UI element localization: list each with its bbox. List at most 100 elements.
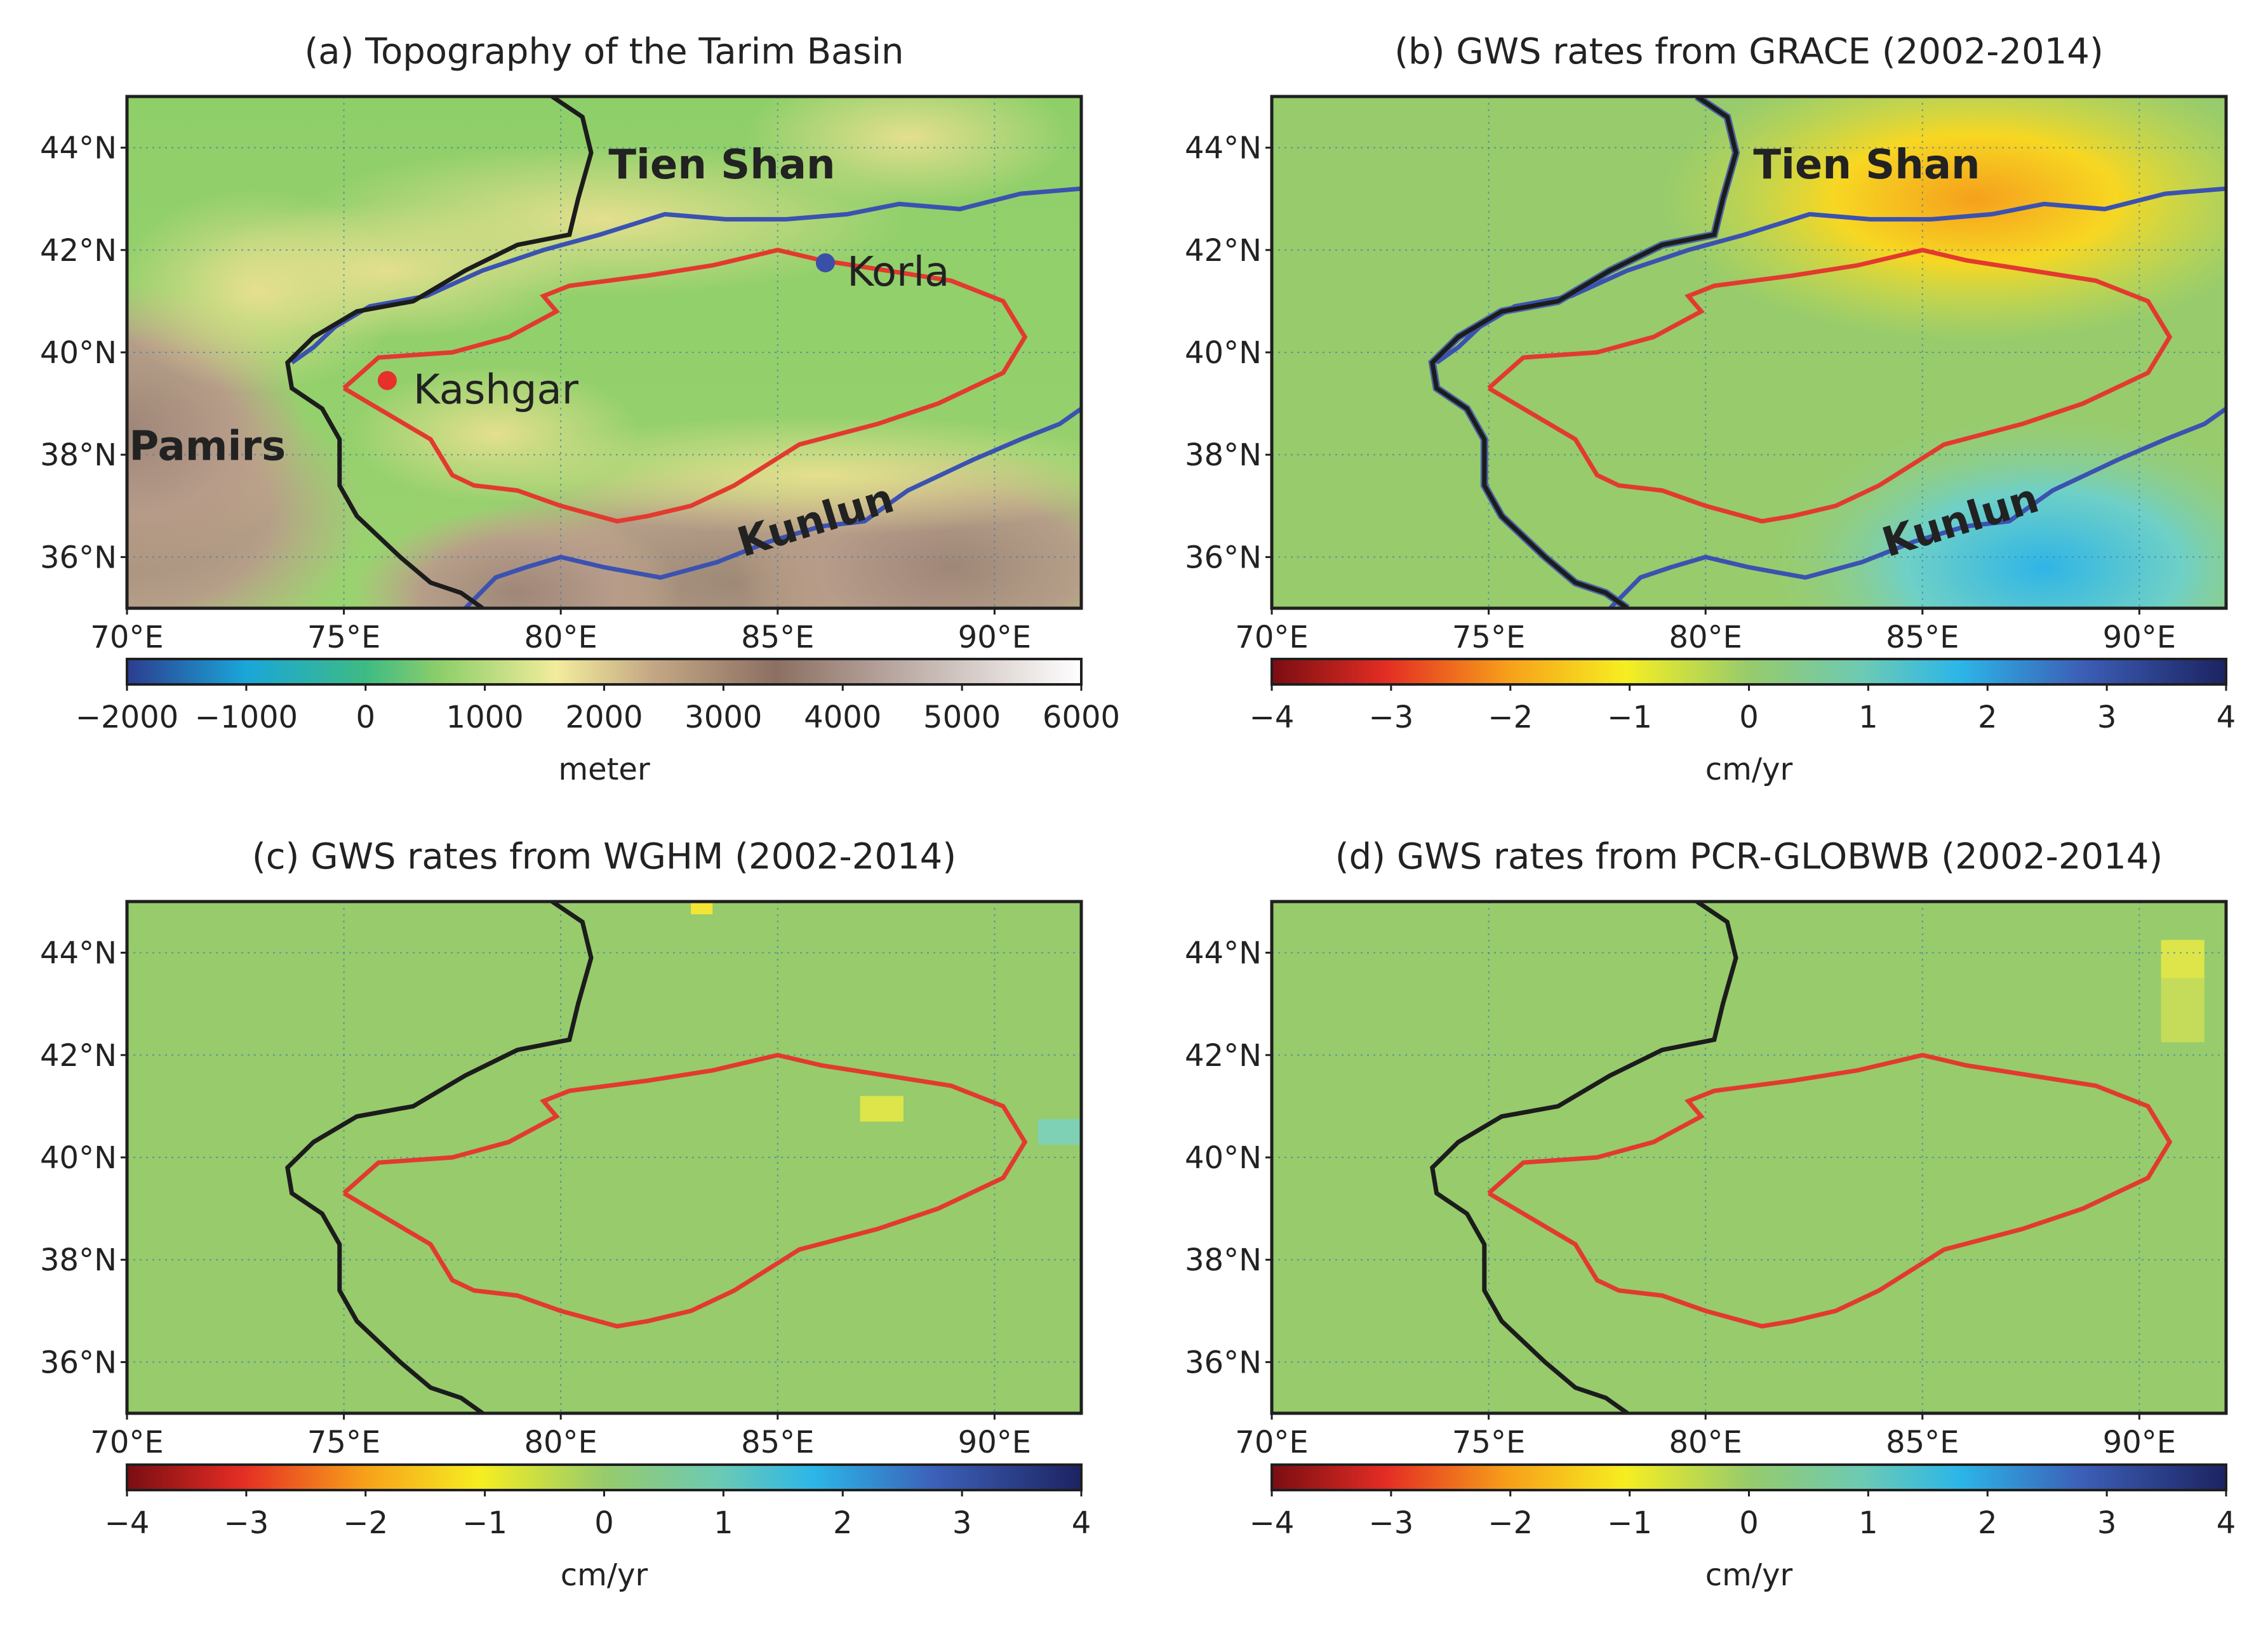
colorbar-tick-label: −4	[1250, 700, 1295, 735]
relief-shade	[350, 366, 641, 503]
colorbar-tick-label: −4	[1250, 1505, 1295, 1541]
lon-tick-label: 70°E	[90, 1425, 163, 1460]
relief-shade	[354, 507, 680, 608]
lat-tick-label: 44°N	[1185, 131, 1262, 166]
lat-tick-label: 38°N	[40, 1242, 117, 1278]
lon-tick-label: 80°E	[524, 1425, 597, 1460]
country-border	[285, 97, 594, 608]
colorbar-tick-label: 1	[1858, 700, 1878, 735]
panel-title: (c) GWS rates from WGHM (2002-2014)	[252, 836, 956, 877]
colorbar-unit: cm/yr	[1705, 752, 1793, 787]
lon-tick-label: 70°E	[1235, 620, 1308, 655]
lat-tick-label: 38°N	[1185, 1242, 1262, 1278]
lon-tick-label: 90°E	[958, 1425, 1031, 1460]
kashgar-label: Kashgar	[413, 367, 579, 414]
relief-shade	[127, 189, 402, 394]
panel-title: (a) Topography of the Tarim Basin	[304, 31, 904, 72]
lon-tick-label: 80°E	[1669, 620, 1742, 655]
relief-shade	[745, 97, 1071, 206]
colorbar-tick-label: 1000	[446, 700, 524, 735]
city-marker-korla	[815, 253, 835, 272]
colorbar-tick-label: 0	[594, 1505, 614, 1541]
colorbar-unit: meter	[558, 752, 650, 787]
kunlun-outline	[1608, 406, 2226, 608]
lat-tick-label: 42°N	[1185, 233, 1262, 269]
colorbar-tick-label: 4000	[804, 700, 881, 735]
panel-b: (b) GWS rates from GRACE (2002-2014) Tien…	[1185, 31, 2236, 787]
tien-shan-label: Tien Shan	[608, 142, 835, 189]
colorbar-tick-label: −4	[105, 1505, 150, 1541]
lon-tick-label: 85°E	[741, 1425, 814, 1460]
lat-tick-label: 44°N	[1185, 936, 1262, 971]
rate-cell	[691, 902, 713, 915]
colorbar-tick-label: 2	[1978, 700, 1998, 735]
colorbar-tick-label: 1	[1858, 1505, 1878, 1541]
lat-tick-label: 42°N	[40, 1038, 117, 1074]
colorbar-tick-label: −2	[1488, 700, 1533, 735]
tarim-basin-outline	[342, 248, 1028, 524]
relief-shade	[495, 415, 1081, 535]
panel-a: (a) Topography of the Tarim Basin Tien Sh…	[40, 31, 1120, 787]
lat-tick-label: 40°N	[1185, 335, 1262, 371]
colorbar-tick-label: 3	[2097, 700, 2117, 735]
panel-d: (d) GWS rates from PCR-GLOBWB (2002-2014…	[1185, 836, 2236, 1593]
lat-tick-label: 38°N	[40, 437, 117, 473]
korla-label: Korla	[847, 249, 949, 296]
lat-tick-label: 40°N	[1185, 1140, 1262, 1176]
colorbar-tick-label: 1	[714, 1505, 733, 1541]
lon-tick-label: 75°E	[307, 620, 380, 655]
colorbar-tick-label: −2	[343, 1505, 388, 1541]
rate-cell	[1037, 1119, 1081, 1145]
lon-tick-label: 90°E	[2103, 1425, 2176, 1460]
colorbar-tick-label: 2	[1978, 1505, 1998, 1541]
colorbar-tick-label: 3000	[684, 700, 762, 735]
colorbar-tick-label: 5000	[923, 700, 1001, 735]
colorbar-tick-label: −3	[223, 1505, 269, 1541]
panel-title: (d) GWS rates from PCR-GLOBWB (2002-2014…	[1335, 836, 2163, 877]
panel-title: (b) GWS rates from GRACE (2002-2014)	[1394, 31, 2104, 72]
lat-tick-label: 36°N	[1185, 1345, 1262, 1380]
lat-tick-label: 44°N	[40, 936, 117, 971]
colorbar	[1271, 1463, 2227, 1491]
rate-cell	[2161, 978, 2205, 1042]
colorbar-tick-label: 4	[2217, 700, 2236, 735]
lat-tick-label: 36°N	[1185, 540, 1262, 575]
country-border	[285, 902, 594, 1413]
colorbar	[126, 658, 1083, 686]
colorbar-tick-label: 3	[952, 1505, 972, 1541]
colorbar-tick-label: −1	[1607, 1505, 1652, 1541]
lat-tick-label: 42°N	[1185, 1038, 1262, 1074]
pamirs-label: Pamirs	[129, 423, 286, 470]
lon-tick-label: 90°E	[958, 620, 1031, 655]
tarim-basin-outline	[1487, 248, 2173, 524]
colorbar-tick-label: −1	[1607, 700, 1652, 735]
colorbar-tick-label: 0	[1739, 1505, 1759, 1541]
tien-shan-label: Tien Shan	[1753, 142, 1980, 189]
lon-tick-label: 75°E	[307, 1425, 380, 1460]
lat-tick-label: 40°N	[40, 1140, 117, 1176]
lon-tick-label: 70°E	[1235, 1425, 1308, 1460]
country-border	[1430, 902, 1738, 1413]
lon-tick-label: 80°E	[1669, 1425, 1742, 1460]
colorbar-tick-label: 0	[356, 700, 375, 735]
colorbar-unit: cm/yr	[561, 1557, 648, 1593]
rate-cell	[860, 1096, 904, 1122]
lat-tick-label: 36°N	[40, 1345, 117, 1380]
tarim-basin-outline	[1487, 1053, 2173, 1329]
colorbar-tick-label: −1	[462, 1505, 507, 1541]
colorbar-tick-label: −3	[1368, 1505, 1413, 1541]
lat-tick-label: 36°N	[40, 540, 117, 575]
colorbar-tick-label: 2000	[565, 700, 643, 735]
lon-tick-label: 85°E	[1886, 1425, 1959, 1460]
colorbar-tick-label: 6000	[1043, 700, 1120, 735]
lon-tick-label: 70°E	[90, 620, 163, 655]
kunlun-outline	[464, 406, 1081, 608]
map-d	[1272, 902, 2226, 1413]
colorbar-tick-label: 3	[2097, 1505, 2117, 1541]
lon-tick-label: 85°E	[1886, 620, 1959, 655]
colorbar-tick-label: −3	[1368, 700, 1413, 735]
panel-c: (c) GWS rates from WGHM (2002-2014) 70°E 7…	[40, 836, 1091, 1593]
rate-cell	[2161, 940, 2205, 978]
